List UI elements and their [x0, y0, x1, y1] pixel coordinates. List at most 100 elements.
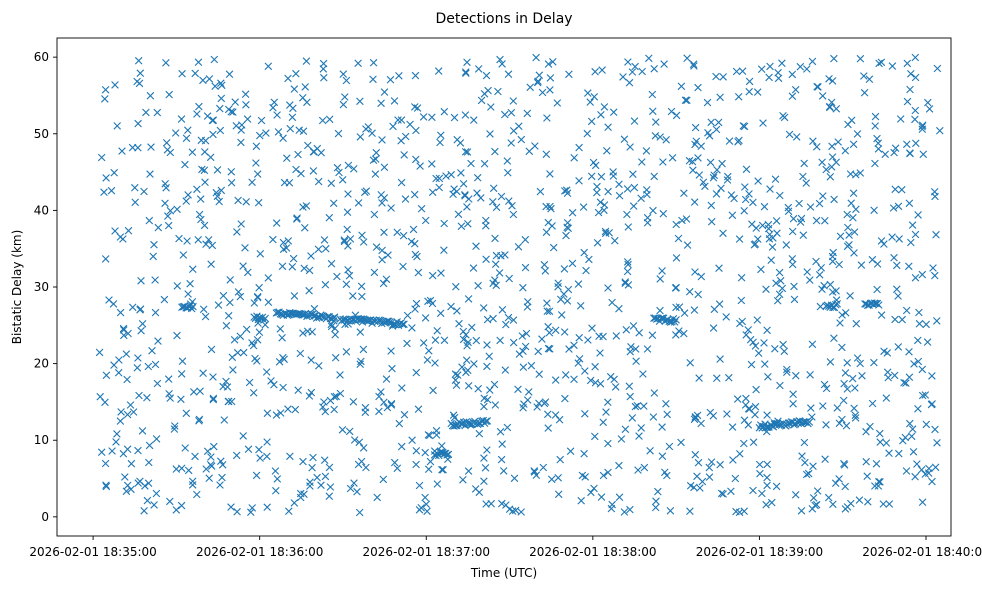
data-point [931, 271, 939, 280]
data-point [848, 374, 857, 383]
data-point [353, 487, 361, 496]
data-point [575, 355, 584, 363]
y-axis-label: Bistatic Delay (km) [10, 230, 24, 345]
data-point [557, 295, 565, 304]
data-point [131, 198, 139, 207]
data-point [397, 116, 406, 124]
data-point [821, 217, 829, 225]
data-point [776, 276, 785, 285]
data-point [424, 465, 433, 473]
data-point [211, 82, 219, 90]
data-point [640, 402, 648, 410]
data-point [753, 88, 762, 96]
data-point [432, 426, 441, 435]
data-point [677, 438, 685, 447]
data-point [189, 302, 197, 311]
data-point [164, 221, 173, 230]
data-point [841, 482, 849, 491]
data-point [166, 394, 174, 402]
data-point [270, 98, 279, 107]
data-point [714, 118, 723, 127]
data-point [102, 481, 110, 489]
data-point [403, 339, 411, 348]
data-point [473, 173, 482, 182]
data-point [303, 98, 311, 107]
data-point [428, 271, 437, 280]
data-point [230, 336, 239, 344]
data-point [772, 279, 780, 287]
data-point [790, 282, 798, 291]
data-point [397, 442, 406, 451]
data-point [525, 388, 533, 396]
data-point [609, 172, 618, 180]
data-point [338, 176, 347, 184]
data-point [245, 378, 254, 387]
data-point [778, 284, 787, 293]
data-point [543, 114, 551, 122]
data-point [744, 421, 753, 429]
data-point [499, 467, 508, 475]
data-point [231, 98, 239, 106]
data-point [272, 486, 280, 495]
data-point [182, 409, 191, 418]
data-point [474, 384, 482, 393]
data-point [188, 148, 197, 156]
data-point [856, 169, 865, 177]
data-point [236, 292, 245, 301]
data-point [355, 438, 364, 447]
data-point [255, 328, 264, 336]
data-point [314, 245, 323, 254]
data-point [140, 187, 148, 196]
data-point [784, 203, 793, 212]
data-point [757, 65, 766, 73]
data-point [835, 260, 843, 269]
data-point [369, 75, 377, 84]
data-point [870, 206, 878, 215]
data-point [638, 67, 646, 76]
data-point [242, 325, 251, 334]
data-point [849, 189, 858, 197]
data-point [208, 241, 217, 250]
data-point [278, 334, 286, 342]
data-point [852, 319, 861, 328]
data-point [872, 460, 881, 468]
data-point [805, 418, 814, 426]
data-point [820, 380, 829, 389]
data-point [622, 326, 631, 334]
data-point [317, 481, 325, 489]
data-point [744, 326, 752, 334]
data-point [151, 308, 160, 317]
data-point [386, 75, 395, 84]
data-point [775, 268, 784, 277]
data-point [412, 155, 420, 164]
data-point [672, 254, 681, 262]
data-point [462, 368, 470, 377]
data-point [624, 223, 633, 231]
data-point [847, 199, 855, 207]
data-point [182, 134, 191, 143]
data-point [480, 402, 488, 411]
data-point [262, 368, 271, 376]
data-point [868, 399, 877, 408]
data-point [656, 306, 664, 315]
data-point [633, 402, 642, 410]
data-point [349, 398, 358, 406]
data-point [884, 373, 892, 382]
data-point [325, 492, 334, 500]
data-point [361, 408, 370, 417]
data-point [117, 408, 125, 416]
data-point [740, 122, 749, 131]
data-point [400, 410, 409, 419]
data-point [477, 194, 485, 202]
data-point [505, 274, 513, 283]
x-tick-label: 2026-02-01 18:36:00 [196, 545, 323, 559]
data-point [379, 475, 388, 484]
data-point [694, 154, 702, 162]
data-point [845, 231, 853, 239]
data-point [735, 235, 744, 243]
data-point [871, 122, 879, 130]
data-point [545, 328, 554, 337]
data-point [188, 477, 197, 486]
data-point [263, 452, 271, 461]
data-point [792, 133, 801, 141]
